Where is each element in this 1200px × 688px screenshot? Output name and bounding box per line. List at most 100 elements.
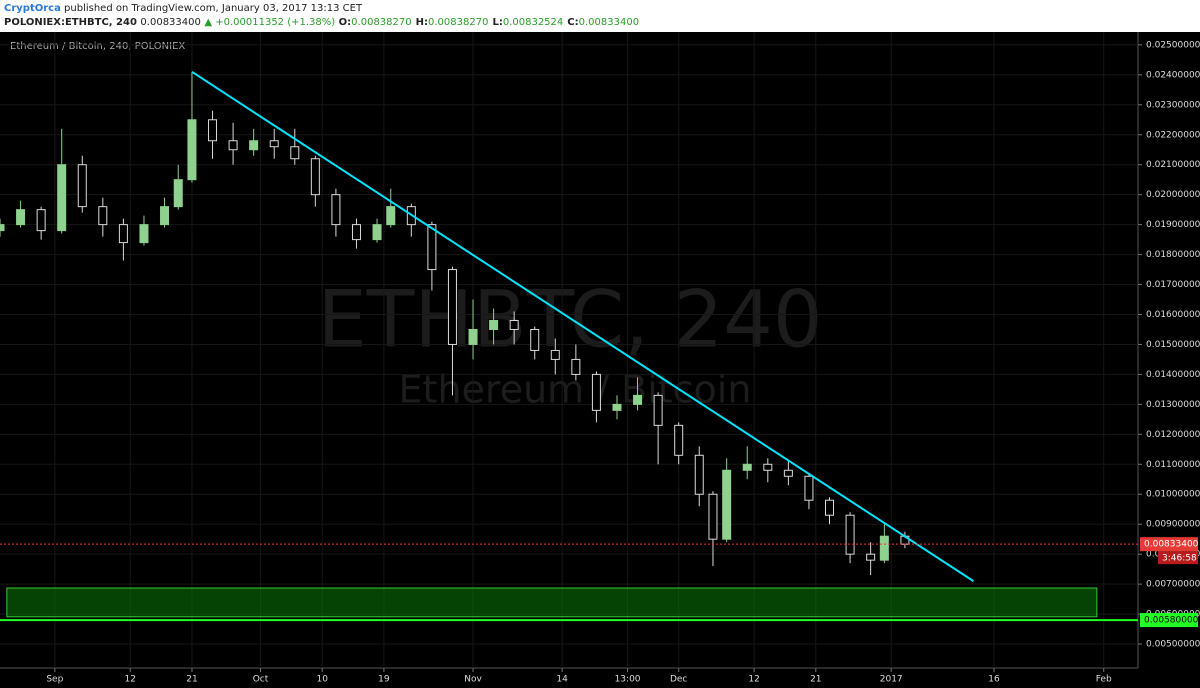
ohlc-value: 0.00832524 (502, 17, 564, 28)
candle-body (290, 146, 300, 160)
candle-body (249, 140, 259, 151)
candle-body (269, 140, 279, 148)
y-tick-label: 0.01600000 (1146, 310, 1200, 320)
y-tick-label: 0.01200000 (1146, 430, 1200, 440)
candle-body (489, 319, 499, 330)
x-tick-label: Oct (253, 675, 269, 685)
candle-body (674, 424, 684, 456)
x-tick-label: 21 (810, 675, 821, 685)
plot-background (0, 32, 1200, 688)
author[interactable]: CryptOrca (4, 3, 61, 14)
y-tick-label: 0.02200000 (1146, 130, 1200, 140)
ohlc-label: C: (567, 17, 579, 28)
y-tick-label: 0.02300000 (1146, 100, 1200, 110)
candle-body (139, 224, 149, 244)
candle-body (804, 475, 814, 501)
ohlc-item: L:0.00832524 (492, 17, 563, 28)
y-tick-label: 0.02500000 (1146, 40, 1200, 50)
candle-body (783, 469, 793, 477)
x-tick-label: 10 (316, 675, 328, 685)
x-tick-label: 16 (988, 675, 1000, 685)
ohlc-label: H: (415, 17, 428, 28)
candle-body (742, 463, 752, 471)
change: ▲ +0.00011352 (+1.38%) (204, 17, 336, 28)
y-tick-label: 0.00500000 (1146, 640, 1200, 650)
candle-body (351, 224, 361, 241)
x-tick-label: 12 (125, 675, 136, 685)
candle-body (825, 499, 835, 516)
x-tick-label: Dec (670, 675, 687, 685)
countdown: 3:46:58 (1162, 554, 1197, 564)
candle-body (331, 194, 341, 226)
candle-body (612, 403, 622, 411)
price-tag-label: 0.00580000 (1144, 616, 1199, 626)
candle-body (36, 209, 46, 232)
y-tick-label: 0.02000000 (1146, 190, 1200, 200)
x-tick-label: 2017 (880, 675, 903, 685)
y-tick-label: 0.02100000 (1146, 160, 1200, 170)
y-tick-label: 0.01400000 (1146, 370, 1200, 380)
candle-body (653, 394, 663, 426)
candle-body (845, 514, 855, 555)
x-tick-label: 13:00 (615, 675, 641, 685)
y-tick-label: 0.01000000 (1146, 490, 1200, 500)
candle-body (372, 224, 382, 241)
header: CryptOrca published on TradingView.com, … (0, 0, 1200, 32)
ohlc-label: O: (338, 17, 352, 28)
x-tick-label: Sep (46, 675, 63, 685)
x-tick-label: 12 (748, 675, 759, 685)
candle-body (386, 206, 396, 226)
candle-body (591, 373, 601, 411)
candle-body (228, 140, 238, 151)
price-tag (1140, 537, 1198, 552)
y-tick-label: 0.01500000 (1146, 340, 1200, 350)
x-tick-label: 21 (186, 675, 197, 685)
y-tick-label: 0.01800000 (1146, 250, 1200, 260)
y-tick-label: 0.00900000 (1146, 520, 1200, 530)
candle-body (16, 209, 26, 226)
ohlc-item: C:0.00833400 (567, 17, 639, 28)
candle-body (866, 553, 876, 561)
last: 0.00833400 (140, 17, 201, 28)
candle-body (571, 358, 581, 375)
candle-body (98, 206, 108, 226)
price-tag (1140, 613, 1198, 628)
candle-body (509, 319, 519, 330)
ohlc-value: 0.00838270 (428, 17, 489, 28)
ohlc-item: H:0.00838270 (416, 17, 489, 28)
y-tick-label: 0.01700000 (1146, 280, 1200, 290)
candle-body (208, 119, 218, 142)
candle-body (77, 164, 87, 208)
x-tick-label: 19 (378, 675, 390, 685)
published: published on TradingView.com, January 03… (64, 3, 363, 14)
trendline (191, 71, 975, 582)
x-tick-label: Feb (1096, 675, 1112, 685)
y-tick-label: 0.01300000 (1146, 400, 1200, 410)
candle-body (160, 206, 170, 226)
candle-body (550, 349, 560, 360)
candle-body (763, 463, 773, 471)
candle-body (447, 269, 457, 345)
price-tag-label: 0.00833400 (1144, 540, 1199, 550)
candle-body (879, 535, 889, 561)
candle-body (187, 119, 197, 181)
symbol: POLONIEX:ETHBTC, 240 (4, 17, 137, 28)
watermark: ETHBTC, 240 (317, 275, 822, 365)
ohlc-item: O:0.00838270 (339, 17, 412, 28)
candle-body (633, 394, 643, 405)
ohlc-value: 0.00838270 (351, 17, 412, 28)
candle-body (530, 328, 540, 351)
candle-body (694, 454, 704, 495)
candle-body (708, 493, 718, 540)
x-tick-label: 14 (556, 675, 568, 685)
support-zone (6, 587, 1098, 618)
candle-body (118, 224, 128, 244)
y-tick-label: 0.01100000 (1146, 460, 1200, 470)
x-tick-label: Nov (464, 675, 482, 685)
y-tick-label: 0.02400000 (1146, 70, 1200, 80)
candle-body (57, 164, 67, 232)
candle-body (0, 224, 5, 232)
ohlc-value: 0.00833400 (578, 17, 640, 28)
candle-body (310, 158, 320, 196)
